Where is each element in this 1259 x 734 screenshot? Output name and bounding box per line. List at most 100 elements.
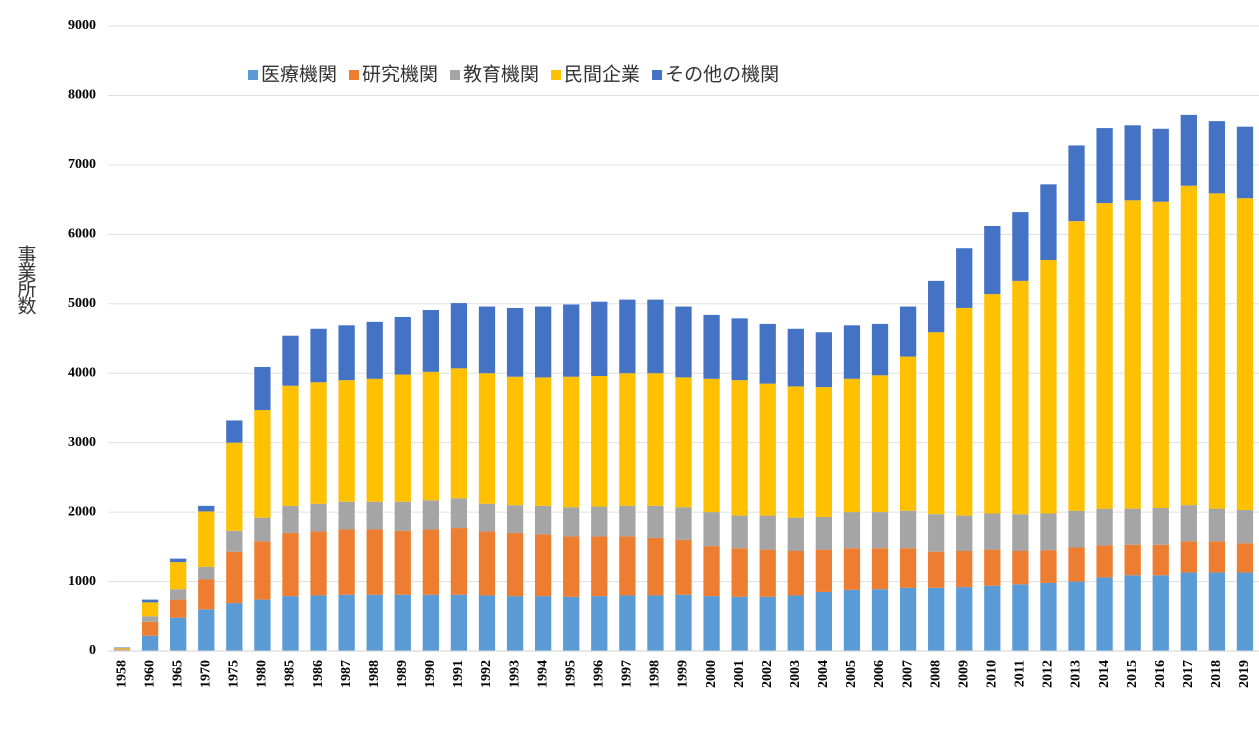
bar-segment	[1208, 572, 1226, 651]
bar-segment	[1152, 507, 1169, 545]
legend-label: 民間企業	[564, 64, 640, 86]
bar-segment	[759, 383, 776, 516]
bar-segment	[534, 306, 552, 378]
bar-segment	[703, 378, 720, 513]
x-tick-label: 1960	[142, 660, 157, 688]
bar-segment	[731, 548, 748, 597]
bar-segment	[478, 595, 496, 651]
bar-segment	[141, 635, 159, 651]
bar-segment	[984, 513, 1001, 550]
bar-segment	[591, 506, 608, 537]
bar-segment	[1040, 260, 1057, 514]
bar-segment	[871, 512, 889, 549]
legend-label: 医療機関	[261, 64, 337, 86]
bar-segment	[478, 306, 496, 374]
bar-segment	[619, 595, 636, 651]
bar-segment	[703, 596, 720, 651]
bar-segment	[226, 530, 243, 552]
x-tick-label: 1990	[423, 660, 438, 688]
bar-segment	[984, 294, 1001, 514]
x-tick-label: 2019	[1237, 660, 1252, 688]
bar-segment	[254, 599, 271, 651]
x-tick-label: 2014	[1097, 660, 1112, 688]
legend-swatch	[248, 70, 258, 80]
bar-segment	[226, 442, 243, 531]
y-tick-label: 9000	[68, 18, 96, 33]
x-tick-label: 2001	[732, 660, 747, 688]
x-tick-label: 2010	[985, 660, 1000, 688]
bar-segment	[534, 377, 552, 506]
bar-segment	[984, 585, 1001, 651]
bar-segment	[1208, 508, 1226, 542]
bar-segment	[787, 328, 804, 387]
bar-segment	[254, 410, 271, 518]
bar-segment	[1068, 510, 1085, 548]
bar-segment	[366, 529, 383, 595]
x-tick-label: 2016	[1153, 660, 1168, 688]
bar-segment	[1124, 200, 1141, 509]
bar-segment	[282, 385, 299, 506]
bar-segment	[478, 373, 496, 504]
bar-segment	[422, 500, 439, 530]
y-tick-label: 1000	[68, 574, 96, 589]
y-tick-label: 4000	[68, 365, 96, 380]
y-tick-label: 7000	[68, 157, 96, 172]
x-tick-label: 1985	[283, 660, 298, 688]
bar-segment	[619, 299, 636, 374]
y-tick-label: 8000	[68, 88, 96, 103]
bar-segment	[928, 587, 945, 651]
bar-segment	[647, 505, 664, 538]
bar-segment	[226, 603, 243, 651]
bar-segment	[591, 596, 608, 651]
bar-segment	[310, 328, 327, 383]
bar-segment	[1180, 505, 1197, 542]
bar-segment	[1152, 544, 1169, 576]
bar-segment	[731, 596, 748, 651]
x-tick-label: 1992	[479, 660, 494, 688]
bar-segment	[843, 378, 861, 513]
bar-segment	[731, 318, 748, 381]
bar-segment	[1236, 510, 1254, 544]
x-tick-label: 2006	[872, 660, 887, 688]
bar-segment	[675, 539, 692, 595]
bar-segment	[787, 517, 804, 551]
bar-segment	[1012, 551, 1029, 585]
bar-segment	[675, 306, 692, 378]
x-tick-label: 1986	[311, 660, 326, 688]
bar-segment	[366, 594, 383, 651]
x-tick-label: 1989	[395, 660, 410, 688]
bar-segment	[310, 531, 327, 596]
bar-segment	[450, 594, 468, 651]
bar-segment	[956, 307, 973, 516]
bar-segment	[254, 517, 271, 542]
bar-segment	[394, 316, 411, 375]
bar-segment	[928, 514, 945, 552]
bar-segment	[254, 366, 271, 411]
bar-segment	[1208, 541, 1226, 573]
x-tick-label: 1958	[114, 660, 129, 688]
bar-segment	[506, 307, 524, 377]
bar-segment	[815, 387, 833, 517]
bar-segment	[563, 596, 580, 651]
bar-segment	[675, 594, 692, 651]
bar-segment	[956, 587, 973, 651]
x-tick-label: 1991	[451, 660, 466, 688]
x-tick-label: 1988	[367, 660, 382, 688]
bar-segment	[647, 537, 664, 596]
bar-segment	[1012, 514, 1029, 551]
bar-segment	[1040, 550, 1057, 583]
x-tick-label: 2011	[1013, 660, 1028, 687]
x-tick-label: 2012	[1041, 660, 1056, 688]
bar-segment	[450, 528, 468, 595]
bar-segment	[141, 616, 159, 622]
bar-segment	[1068, 547, 1085, 582]
bar-segment	[1068, 145, 1085, 222]
bar-segment	[226, 420, 243, 443]
bar-segment	[984, 549, 1001, 586]
bar-segment	[141, 621, 159, 636]
bar-segment	[899, 510, 917, 549]
bar-segment	[141, 602, 159, 617]
bar-segment	[282, 335, 299, 386]
bar-segment	[647, 299, 664, 374]
bar-segment	[899, 306, 917, 357]
